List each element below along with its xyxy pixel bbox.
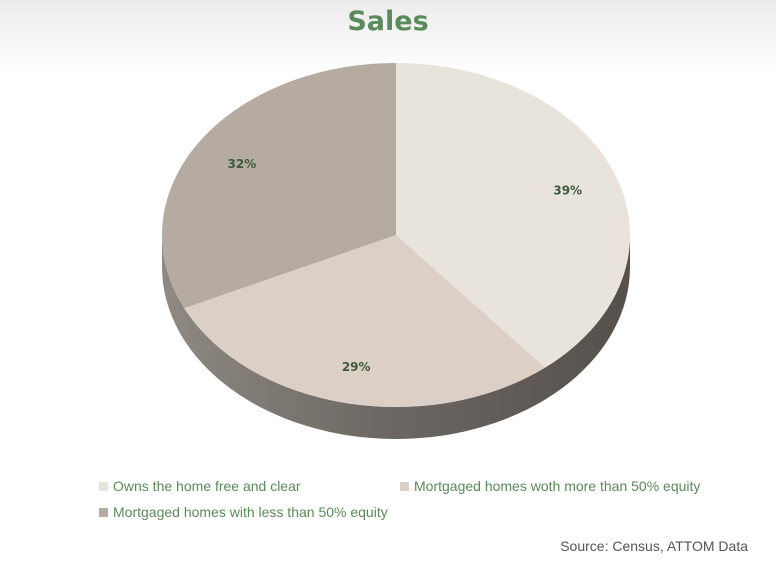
legend-label: Mortgaged homes woth more than 50% equit…	[414, 478, 701, 494]
data-label: 29%	[342, 360, 371, 374]
slice-more-than-50-equity	[184, 235, 546, 408]
data-label: 39%	[553, 184, 582, 198]
source-note: Source: Census, ATTOM Data	[560, 538, 748, 554]
slice-owns-free-clear	[396, 63, 630, 368]
pie-side-wall	[162, 235, 630, 439]
legend-swatch	[400, 481, 409, 491]
pie-chart: 39% 29% 32%	[161, 63, 630, 439]
data-label: 32%	[228, 157, 257, 171]
legend-item-more-than-50: Mortgaged homes woth more than 50% equit…	[400, 478, 700, 494]
legend-item-less-than-50: Mortgaged homes with less than 50% equit…	[99, 504, 388, 520]
legend-label: Mortgaged homes with less than 50% equit…	[113, 504, 388, 520]
legend-swatch	[99, 481, 108, 491]
legend-item-owns-free-clear: Owns the home free and clear	[99, 478, 301, 494]
legend-label: Owns the home free and clear	[113, 478, 301, 494]
legend-swatch	[99, 507, 108, 517]
chart-title: Sales	[347, 6, 429, 37]
slice-less-than-50-equity	[161, 63, 396, 309]
